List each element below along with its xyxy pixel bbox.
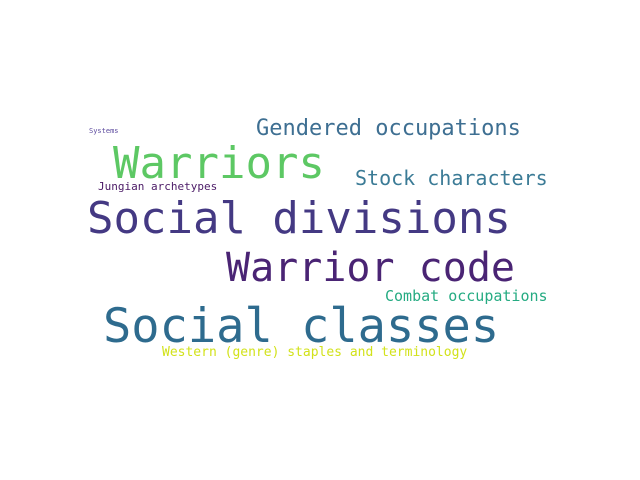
word-stock-characters: Stock characters <box>355 166 548 190</box>
word-social-classes: Social classes <box>103 299 500 354</box>
word-western-staples: Western (genre) staples and terminology <box>162 345 468 360</box>
word-social-divisions: Social divisions <box>87 193 511 244</box>
word-warriors: Warriors <box>113 138 325 189</box>
word-combat-occupations: Combat occupations <box>385 287 548 305</box>
word-jungian-archetypes: Jungian archetypes <box>98 180 218 193</box>
word-warrior-code: Warrior code <box>226 245 515 291</box>
word-gendered-occupations: Gendered occupations <box>256 116 521 141</box>
word-systems: Systems <box>89 127 119 135</box>
